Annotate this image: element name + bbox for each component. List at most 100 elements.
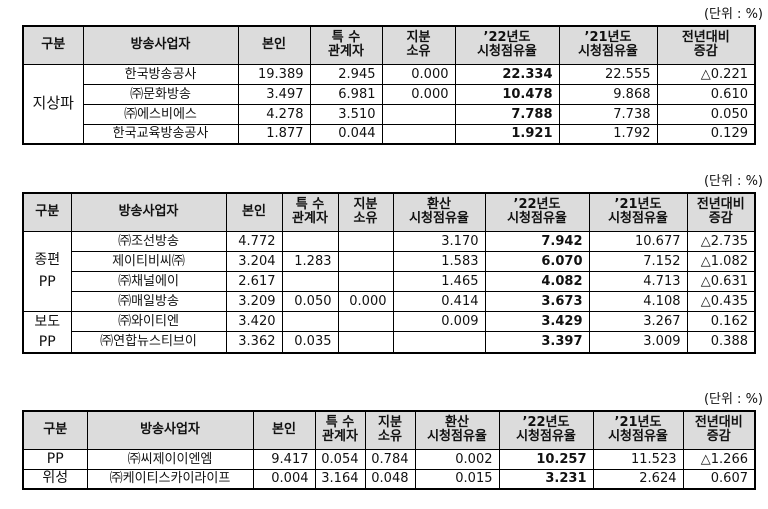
cell-value: 4.108: [588, 290, 688, 312]
cell-broadcaster: ㈜케이티스카이라이프: [86, 468, 254, 490]
cell-value: [337, 270, 394, 292]
cell-broadcaster: ㈜에스비에스: [82, 103, 239, 125]
cell-value: △1.082: [686, 250, 756, 272]
cell-broadcaster: ㈜매일방송: [70, 290, 227, 312]
header-share-2021: ’21년도 시청점유율: [558, 25, 658, 65]
header-equity: 지분 소유: [364, 410, 416, 450]
cell-value: 0.388: [686, 331, 756, 353]
table-header-row: 구분 방송사업자 본인 특 수 관계자 지분 소유 환산 시청점유율 ’22년도…: [22, 192, 756, 232]
cell-value: 3.510: [309, 103, 383, 125]
cell-value: [337, 250, 394, 272]
cell-broadcaster: 제이티비씨㈜: [70, 250, 227, 272]
cell-value: 22.555: [558, 63, 658, 85]
unit-label-1: (단위 : %): [703, 7, 763, 22]
cell-value: [337, 331, 394, 353]
cell-value: 0.000: [381, 83, 456, 105]
cell-value: 0.044: [309, 123, 383, 145]
cell-value: 3.209: [225, 290, 283, 312]
header-share-2021: ’21년도 시청점유율: [592, 410, 684, 450]
cell-value: 4.713: [588, 270, 688, 292]
cell-value: 1.877: [237, 123, 311, 145]
cell-value: 4.772: [225, 230, 283, 252]
cell-value: 7.942: [484, 230, 590, 252]
header-broadcaster: 방송사업자: [70, 192, 227, 232]
cell-value: 11.523: [592, 448, 684, 470]
header-equity: 지분 소유: [381, 25, 456, 65]
table-row: 제이티비씨㈜ 3.204 1.283 1.583 6.070 7.152 △1.…: [23, 250, 756, 272]
group-label-news-pp: 보도 PP: [22, 310, 72, 353]
cell-value: 0.607: [682, 468, 756, 490]
cell-value: 1.792: [558, 123, 658, 145]
cell-broadcaster: ㈜채널에이: [70, 270, 227, 292]
table-row: ㈜매일방송 3.209 0.050 0.000 0.414 3.673 4.10…: [23, 290, 756, 312]
cell-value: 3.397: [484, 331, 590, 353]
cell-value: 7.788: [454, 103, 560, 125]
cell-value: [281, 230, 339, 252]
cell-value: 2.617: [225, 270, 283, 292]
cell-broadcaster: ㈜씨제이이엔엠: [86, 448, 254, 470]
cell-value: 0.002: [414, 448, 500, 470]
table-header-row: 구분 방송사업자 본인 특 수 관계자 지분 소유 환산 시청점유율 ’22년도…: [22, 410, 756, 450]
cell-value: 1.583: [392, 250, 486, 272]
cell-value: 3.009: [588, 331, 688, 353]
cell-value: 0.000: [381, 63, 456, 85]
table-row: 종편 PP ㈜조선방송 4.772 3.170 7.942 10.677 △2.…: [22, 230, 756, 312]
cell-value: 1.921: [454, 123, 560, 145]
cell-value: 3.170: [392, 230, 486, 252]
cell-value: [281, 270, 339, 292]
header-share-2022: ’22년도 시청점유율: [484, 192, 590, 232]
header-yoy-change: 전년대비 증감: [686, 192, 756, 232]
header-self: 본인: [252, 410, 316, 450]
table-row: PP ㈜씨제이이엔엠 9.417 0.054 0.784 0.002 10.25…: [22, 448, 756, 470]
table-row: ㈜연합뉴스티브이 3.362 0.035 3.397 3.009 0.388: [23, 331, 756, 353]
cell-value: 0.129: [656, 123, 756, 145]
group-label-terrestrial: 지상파: [22, 63, 84, 145]
cell-broadcaster: ㈜문화방송: [82, 83, 239, 105]
cell-value: 0.610: [656, 83, 756, 105]
cell-category: PP: [22, 448, 88, 470]
cell-value: 4.082: [484, 270, 590, 292]
unit-label-2: (단위 : %): [703, 174, 763, 189]
cell-value: 7.738: [558, 103, 658, 125]
cell-value: 0.054: [314, 448, 366, 470]
cell-value: 2.624: [592, 468, 684, 490]
cell-value: △1.266: [682, 448, 756, 470]
cell-value: 0.162: [686, 310, 756, 333]
header-related-party: 특 수 관계자: [314, 410, 366, 450]
cell-value: 0.414: [392, 290, 486, 312]
cell-value: 7.152: [588, 250, 688, 272]
cell-value: 3.497: [237, 83, 311, 105]
cell-broadcaster: ㈜연합뉴스티브이: [70, 331, 227, 353]
cell-value: 0.784: [364, 448, 416, 470]
cell-value: 0.050: [281, 290, 339, 312]
cell-value: 1.465: [392, 270, 486, 292]
header-related-party: 특 수 관계자: [281, 192, 339, 232]
cell-value: 9.417: [252, 448, 316, 470]
cell-value: 9.868: [558, 83, 658, 105]
table-row: ㈜채널에이 2.617 1.465 4.082 4.713 △0.631: [23, 270, 756, 292]
table-row: 한국교육방송공사 1.877 0.044 1.921 1.792 0.129: [23, 123, 756, 145]
cell-value: 3.429: [484, 310, 590, 333]
cell-category: 위성: [22, 468, 88, 490]
header-converted-share: 환산 시청점유율: [414, 410, 500, 450]
table-terrestrial: 구분 방송사업자 본인 특 수 관계자 지분 소유 ’22년도 시청점유율 ’2…: [22, 25, 756, 145]
header-broadcaster: 방송사업자: [86, 410, 254, 450]
cell-value: [392, 331, 486, 353]
cell-value: 3.362: [225, 331, 283, 353]
cell-value: 3.164: [314, 468, 366, 490]
cell-value: [337, 310, 394, 333]
cell-value: 3.267: [588, 310, 688, 333]
header-category: 구분: [22, 25, 84, 65]
header-equity: 지분 소유: [337, 192, 394, 232]
header-category: 구분: [22, 410, 88, 450]
unit-label-3: (단위 : %): [703, 392, 763, 407]
cell-value: △2.735: [686, 230, 756, 252]
cell-value: 10.257: [498, 448, 594, 470]
header-share-2022: ’22년도 시청점유율: [498, 410, 594, 450]
cell-value: 10.478: [454, 83, 560, 105]
cell-value: 3.204: [225, 250, 283, 272]
header-self: 본인: [225, 192, 283, 232]
cell-value: 10.677: [588, 230, 688, 252]
cell-value: △0.221: [656, 63, 756, 85]
cell-value: △0.435: [686, 290, 756, 312]
